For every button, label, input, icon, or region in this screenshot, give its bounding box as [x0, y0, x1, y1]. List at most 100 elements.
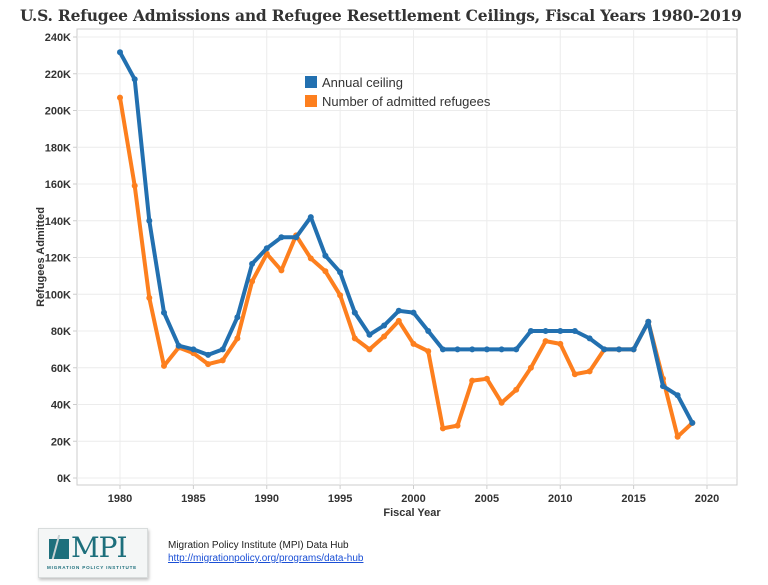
data-point-ceiling: [439, 346, 446, 353]
data-point-admitted: [219, 357, 226, 364]
data-point-admitted: [278, 267, 285, 274]
data-point-admitted: [571, 371, 578, 378]
data-point-admitted: [307, 255, 314, 262]
data-point-admitted: [366, 346, 373, 353]
legend-label-ceiling: Annual ceiling: [322, 75, 403, 90]
data-point-admitted: [454, 422, 461, 429]
y-tick-label: 60K: [51, 363, 71, 375]
source-link[interactable]: http://migrationpolicy.org/programs/data…: [168, 553, 364, 564]
y-tick-label: 20K: [51, 436, 71, 448]
x-tick-label: 2000: [401, 493, 425, 505]
legend-swatch-ceiling: [305, 76, 317, 88]
data-point-ceiling: [190, 346, 197, 353]
data-point-admitted: [425, 348, 432, 355]
data-point-admitted: [205, 361, 212, 368]
data-point-ceiling: [469, 346, 476, 353]
x-tick-label: 1990: [255, 493, 279, 505]
x-tick-label: 2010: [548, 493, 572, 505]
y-tick-label: 240K: [45, 32, 71, 44]
line-chart: 0K 20K 40K 60K 80K 100K 120K 140K 160K 180K 200K 22…: [35, 28, 738, 519]
y-tick-label: 120K: [45, 253, 71, 265]
data-point-ceiling: [307, 214, 314, 221]
data-point-admitted: [395, 317, 402, 324]
data-point-ceiling: [263, 245, 270, 252]
x-tick-label: 2020: [695, 493, 719, 505]
data-point-admitted: [483, 375, 490, 382]
data-point-admitted: [117, 94, 123, 101]
data-point-ceiling: [322, 252, 329, 259]
data-point-ceiling: [131, 76, 138, 83]
data-point-ceiling: [630, 346, 637, 353]
data-point-admitted: [469, 377, 476, 384]
data-point-admitted: [498, 399, 505, 406]
data-point-ceiling: [454, 346, 461, 353]
data-point-ceiling: [410, 309, 417, 316]
legend-swatch-admitted: [305, 95, 317, 107]
data-point-ceiling: [234, 314, 241, 321]
data-point-ceiling: [542, 328, 549, 334]
data-point-ceiling: [498, 346, 505, 353]
data-point-ceiling: [674, 392, 681, 399]
data-point-admitted: [527, 364, 534, 371]
legend: Annual ceiling Number of admitted refuge…: [305, 75, 491, 109]
data-point-admitted: [513, 386, 520, 393]
data-point-ceiling: [293, 234, 300, 241]
series: [117, 49, 696, 440]
data-point-ceiling: [616, 346, 622, 353]
data-point-admitted: [131, 182, 138, 189]
y-tick-label: 80K: [51, 326, 71, 338]
x-tick-label: 2005: [475, 493, 499, 505]
data-point-ceiling: [337, 269, 344, 276]
x-axis-title: Fiscal Year: [383, 507, 441, 519]
data-point-admitted: [439, 425, 446, 432]
x-tick-label: 1995: [328, 493, 352, 505]
data-point-ceiling: [513, 346, 520, 353]
mpi-logo-mark-icon: [49, 539, 69, 559]
data-point-ceiling: [660, 383, 666, 390]
data-point-ceiling: [351, 309, 358, 316]
data-point-admitted: [674, 433, 681, 440]
chart-title: U.S. Refugee Admissions and Refugee Rese…: [20, 6, 742, 25]
y-tick-label: 220K: [45, 69, 71, 81]
y-tick-label: 0K: [57, 473, 71, 485]
data-point-admitted: [146, 294, 153, 301]
data-point-admitted: [161, 362, 167, 369]
mpi-logo-subtitle: MIGRATION POLICY INSTITUTE: [47, 565, 138, 570]
grid: [76, 28, 738, 486]
series-line-ceiling: [118, 50, 695, 425]
data-point-admitted: [337, 292, 344, 299]
data-point-ceiling: [527, 328, 534, 334]
data-point-admitted: [557, 340, 564, 347]
mpi-logo-text: MPI: [71, 531, 128, 564]
data-point-ceiling: [366, 331, 373, 338]
data-point-ceiling: [219, 346, 226, 353]
data-point-admitted: [234, 335, 241, 342]
data-point-admitted: [542, 338, 549, 345]
data-point-ceiling: [146, 217, 153, 224]
source-label: Migration Policy Institute (MPI) Data Hu…: [168, 540, 349, 551]
x-tick-label: 1985: [181, 493, 205, 505]
mpi-logo: MPI MIGRATION POLICY INSTITUTE: [38, 528, 148, 578]
y-tick-label: 160K: [45, 179, 71, 191]
data-point-ceiling: [645, 318, 652, 325]
data-point-ceiling: [557, 328, 564, 334]
data-point-ceiling: [425, 328, 432, 334]
y-tick-label: 40K: [51, 400, 71, 412]
data-point-ceiling: [249, 260, 256, 267]
data-point-admitted: [351, 335, 358, 342]
data-point-ceiling: [161, 309, 167, 316]
data-point-admitted: [410, 340, 417, 347]
x-tick-label: 2015: [621, 493, 645, 505]
data-point-ceiling: [381, 322, 388, 329]
data-point-ceiling: [278, 234, 285, 241]
y-tick-label: 140K: [45, 216, 71, 228]
y-tick-label: 100K: [45, 289, 71, 301]
data-point-admitted: [249, 278, 256, 285]
series-line-admitted: [118, 95, 695, 439]
data-point-admitted: [381, 333, 388, 340]
data-point-ceiling: [601, 346, 608, 353]
legend-label-admitted: Number of admitted refugees: [322, 94, 491, 109]
data-point-ceiling: [205, 351, 212, 358]
data-point-ceiling: [689, 419, 696, 426]
data-point-ceiling: [483, 346, 490, 353]
